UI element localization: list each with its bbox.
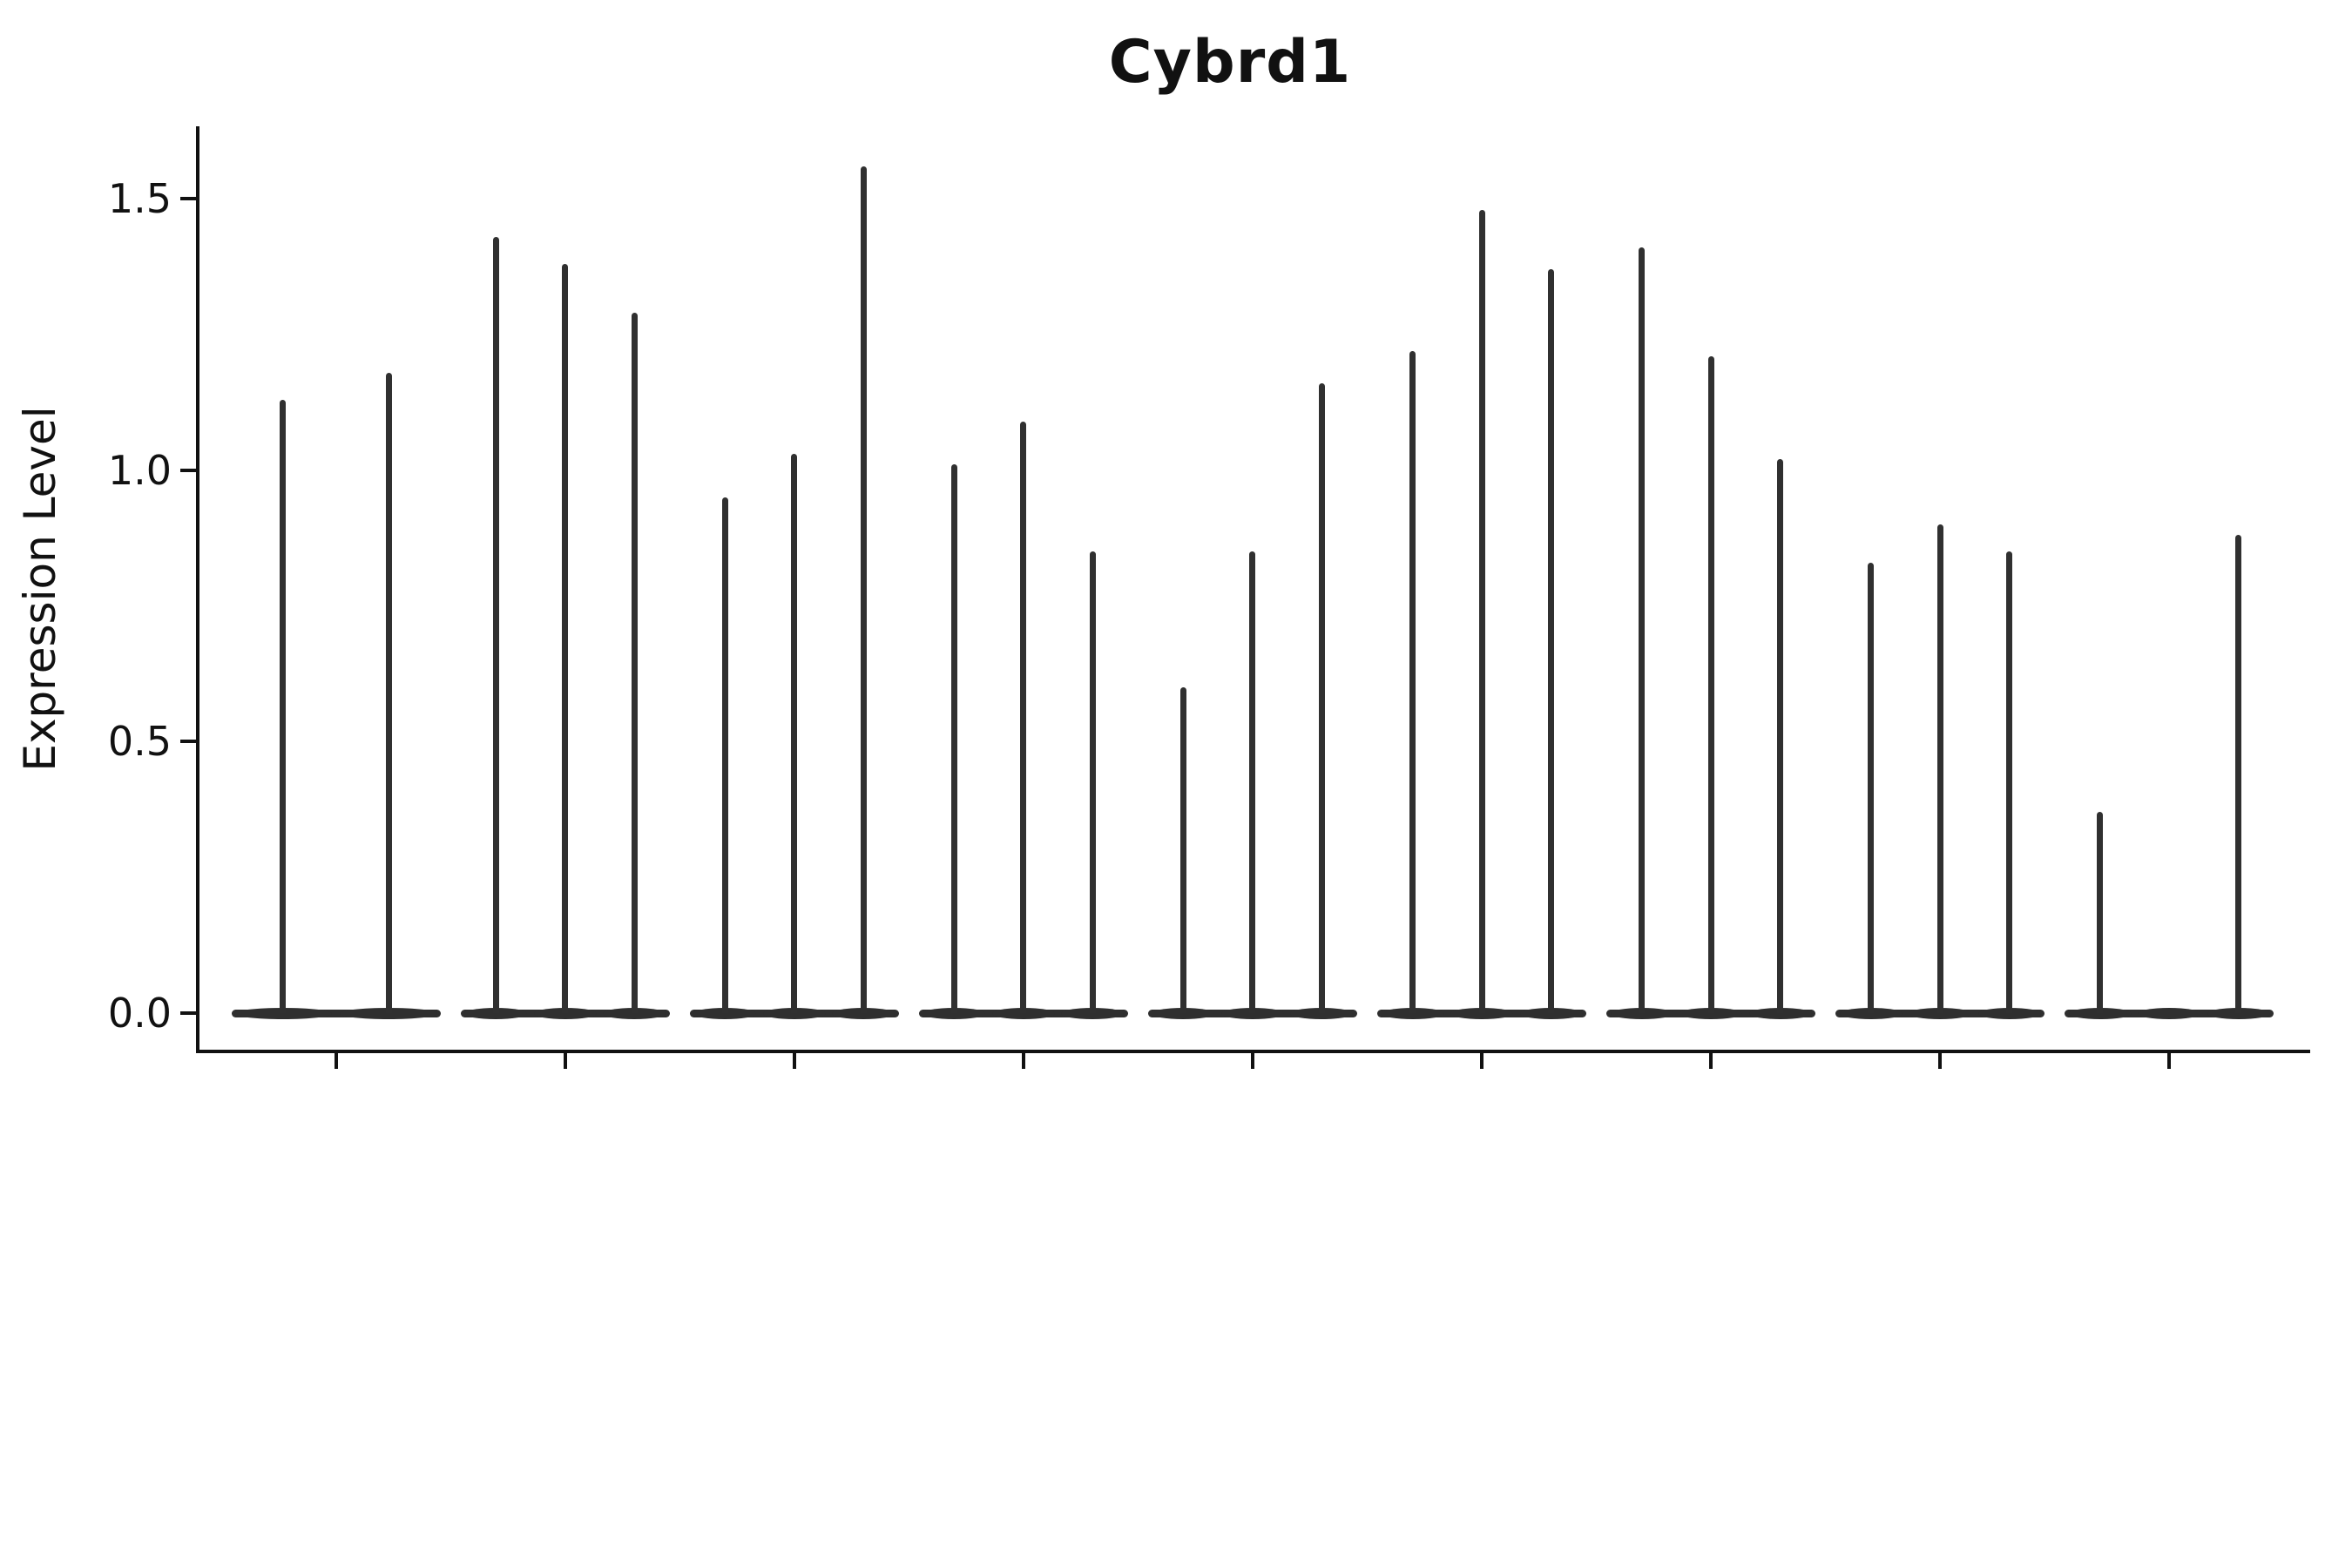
violin-max-spike	[2006, 551, 2013, 1013]
y-axis-tick-label: 0.5	[107, 718, 172, 766]
violin-base-bulge	[1450, 1007, 1513, 1019]
violin-base-bulge	[1061, 1007, 1125, 1019]
violin-base-bulge	[233, 1007, 332, 1019]
violin-base-bulge	[1680, 1007, 1743, 1019]
x-axis-tick	[1709, 1053, 1713, 1069]
violin-base-bulge	[1610, 1007, 1673, 1019]
x-axis-tick	[792, 1053, 796, 1069]
violin-base-bulge	[1152, 1007, 1215, 1019]
violin-base-bulge	[923, 1007, 986, 1019]
violin-max-spike	[860, 166, 867, 1013]
violin-base-bulge	[603, 1007, 666, 1019]
x-axis-tick	[1480, 1053, 1484, 1069]
y-axis-tick-label: 0.0	[107, 990, 172, 1037]
x-axis-tick	[1021, 1053, 1025, 1069]
violin-base-bulge	[693, 1007, 757, 1019]
violin-base-bulge	[1839, 1007, 1903, 1019]
violin-max-spike	[1089, 551, 1096, 1013]
y-axis-tick-label: 1.0	[107, 446, 172, 494]
x-axis-tick	[563, 1053, 567, 1069]
violin-group-base	[231, 1009, 441, 1017]
violin-base-bulge	[762, 1007, 826, 1019]
x-axis-tick	[1938, 1053, 1943, 1069]
violin-base-bulge	[2068, 1007, 2132, 1019]
violin-base-bulge	[2207, 1007, 2270, 1019]
violin-base-bulge	[1977, 1007, 2041, 1019]
y-axis-tick-label: 1.5	[107, 175, 172, 223]
violin-max-spike	[1868, 562, 1875, 1013]
violin-base-bulge	[1519, 1007, 1583, 1019]
violin-base-bulge	[1220, 1007, 1284, 1019]
violin-max-spike	[721, 497, 728, 1013]
violin-base-bulge	[340, 1007, 438, 1019]
x-axis-tick	[334, 1053, 338, 1069]
x-axis-tick	[1250, 1053, 1254, 1069]
violin-base-bulge	[991, 1007, 1055, 1019]
violin-max-spike	[1639, 247, 1646, 1013]
violin-max-spike	[1777, 459, 1784, 1013]
violin-max-spike	[2235, 535, 2242, 1013]
violin-base-bulge	[464, 1007, 528, 1019]
violin-max-spike	[1318, 382, 1325, 1013]
x-axis-tick	[2167, 1053, 2172, 1069]
y-axis-spine	[196, 126, 199, 1053]
chart-title: Cybrd1	[1108, 28, 1352, 97]
y-axis-tick	[180, 197, 196, 201]
violin-max-spike	[950, 464, 957, 1013]
violin-base-bulge	[1748, 1007, 1812, 1019]
x-axis-spine	[196, 1050, 2310, 1053]
violin-max-spike	[631, 312, 638, 1013]
y-axis-tick	[180, 468, 196, 472]
violin-max-spike	[1409, 350, 1416, 1013]
violin-max-spike	[791, 454, 798, 1013]
violin-max-spike	[562, 263, 569, 1013]
violin-base-bulge	[1290, 1007, 1354, 1019]
violin-base-bulge	[1909, 1007, 1972, 1019]
y-axis-tick	[180, 1011, 196, 1015]
violin-base-bulge	[1381, 1007, 1444, 1019]
violin-max-spike	[1020, 421, 1027, 1013]
violin-base-bulge	[533, 1007, 597, 1019]
violin-max-spike	[1249, 551, 1256, 1013]
violin-base-bulge	[832, 1007, 896, 1019]
violin-base-bulge	[2138, 1007, 2201, 1019]
violin-max-spike	[492, 236, 499, 1013]
violin-max-spike	[1548, 269, 1554, 1013]
violin-max-spike	[1478, 209, 1485, 1013]
violin-max-spike	[385, 372, 392, 1013]
violin-max-spike	[1707, 355, 1714, 1013]
violin-max-spike	[1936, 524, 1943, 1013]
violin-max-spike	[2097, 812, 2104, 1013]
violin-max-spike	[1179, 687, 1186, 1013]
y-axis-tick	[180, 740, 196, 744]
violin-max-spike	[280, 399, 287, 1013]
